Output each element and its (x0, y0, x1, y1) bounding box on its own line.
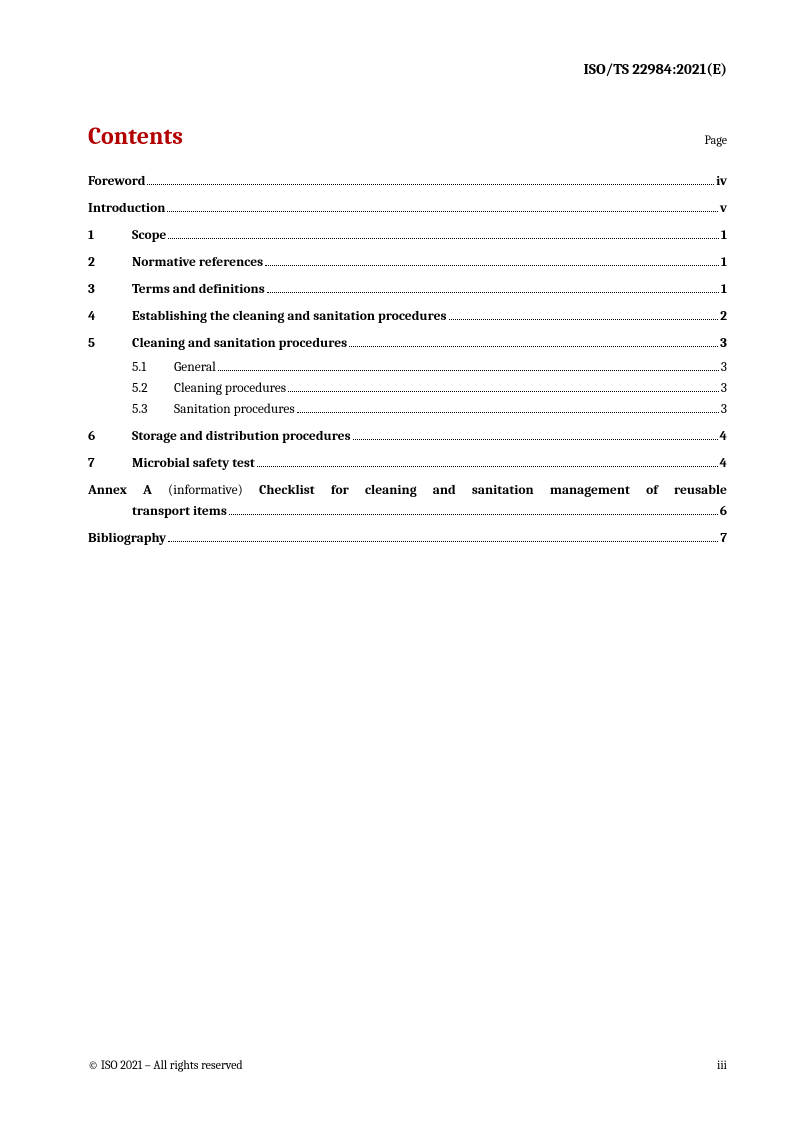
toc-title: Scope (132, 226, 166, 247)
toc-entry-terms: 3 Terms and definitions 1 (88, 280, 727, 301)
toc-title: Cleaning and sanitation procedures (132, 334, 347, 355)
toc-page: 1 (721, 253, 727, 274)
toc-page: 4 (720, 454, 727, 475)
toc-title: Microbial safety test (132, 454, 255, 475)
toc-title: Foreword (88, 172, 145, 193)
toc-entry-storage: 6 Storage and distribution procedures 4 (88, 427, 727, 448)
leader-dots (349, 336, 718, 346)
toc-number: 4 (88, 307, 132, 328)
toc-subnumber: 5.3 (132, 400, 174, 421)
annex-title-part1: Checklist for cleaning and sanitation ma… (259, 483, 727, 498)
toc-page: 7 (720, 529, 727, 550)
toc-page: 4 (720, 427, 727, 448)
toc-entry-foreword: Foreword iv (88, 172, 727, 193)
toc-page: 3 (721, 400, 727, 421)
leader-dots (229, 505, 718, 515)
toc-page: v (720, 199, 727, 220)
toc-title: Establishing the cleaning and sanitation… (132, 307, 447, 328)
copyright-text: © ISO 2021 – All rights reserved (88, 1058, 243, 1072)
toc-title: Storage and distribution procedures (132, 427, 351, 448)
leader-dots (288, 382, 719, 392)
page: ISO/TS 22984:2021(E) Contents Page Forew… (0, 0, 793, 1122)
toc-entry-scope: 1 Scope 1 (88, 226, 727, 247)
toc-title: Sanitation procedures (174, 400, 295, 421)
toc-page: 6 (720, 502, 727, 523)
toc-entry-microbial: 7 Microbial safety test 4 (88, 454, 727, 475)
toc-page: 1 (721, 226, 727, 247)
annex-title-part2: transport items (132, 502, 227, 523)
toc-page: 3 (721, 358, 727, 379)
toc-entry-bibliography: Bibliography 7 (88, 529, 727, 550)
leader-dots (147, 175, 714, 185)
leader-dots (265, 256, 719, 266)
toc-subentry-sanitation-proc: 5.3 Sanitation procedures 3 (132, 400, 727, 421)
toc-number: 2 (88, 253, 132, 274)
leader-dots (168, 229, 719, 239)
toc-title: Introduction (88, 199, 165, 220)
contents-header: Contents Page (88, 122, 727, 150)
toc-page: 2 (720, 307, 727, 328)
toc-entry-cleaning: 5 Cleaning and sanitation procedures 3 (88, 334, 727, 355)
leader-dots (297, 403, 719, 413)
page-footer: © ISO 2021 – All rights reserved iii (88, 1058, 727, 1072)
toc-subnumber: 5.2 (132, 379, 174, 400)
toc-entry-establishing: 4 Establishing the cleaning and sanitati… (88, 307, 727, 328)
leader-dots (257, 457, 718, 467)
annex-title-line1: Annex A (informative) Checklist for clea… (88, 481, 727, 502)
leader-dots (267, 283, 719, 293)
toc-number: 7 (88, 454, 132, 475)
toc-entry-normative: 2 Normative references 1 (88, 253, 727, 274)
toc-page: 1 (721, 280, 727, 301)
annex-informative: (informative) (168, 483, 243, 498)
toc-number: 1 (88, 226, 132, 247)
toc-page: 3 (721, 379, 727, 400)
toc-subnumber: 5.1 (132, 358, 174, 379)
page-number: iii (717, 1058, 727, 1072)
leader-dots (449, 309, 719, 319)
leader-dots (353, 430, 718, 440)
page-column-label: Page (705, 133, 727, 147)
leader-dots (218, 361, 719, 371)
leader-dots (167, 202, 718, 212)
toc-page: iv (716, 172, 727, 193)
document-id: ISO/TS 22984:2021(E) (88, 60, 727, 78)
annex-title-line2: transport items 6 (132, 502, 727, 523)
toc-title: General (174, 358, 216, 379)
toc-entry-introduction: Introduction v (88, 199, 727, 220)
toc-title: Terms and definitions (132, 280, 265, 301)
toc-number: 6 (88, 427, 132, 448)
toc-entry-annex: Annex A (informative) Checklist for clea… (88, 481, 727, 523)
leader-dots (168, 532, 718, 542)
annex-label: Annex A (88, 483, 152, 498)
toc-number: 3 (88, 280, 132, 301)
table-of-contents: Foreword iv Introduction v 1 Scope 1 2 (88, 172, 727, 550)
toc-page: 3 (720, 334, 727, 355)
toc-title: Bibliography (88, 529, 166, 550)
toc-title: Cleaning procedures (174, 379, 286, 400)
toc-subentry-general: 5.1 General 3 (132, 358, 727, 379)
toc-title: Normative references (132, 253, 263, 274)
toc-number: 5 (88, 334, 132, 355)
toc-subentry-cleaning-proc: 5.2 Cleaning procedures 3 (132, 379, 727, 400)
contents-title: Contents (88, 122, 183, 150)
